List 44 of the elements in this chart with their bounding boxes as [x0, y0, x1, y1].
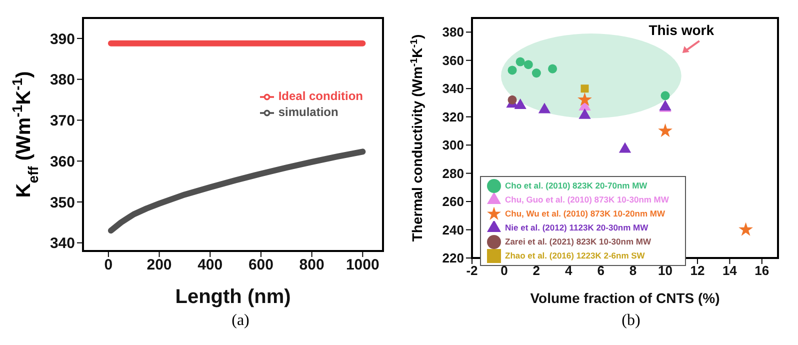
legend-label: Ideal condition: [278, 89, 363, 103]
y-tick-label: 340: [442, 81, 464, 96]
y-tick-label: 360: [442, 52, 464, 68]
x-tick-label: 0: [500, 263, 508, 278]
y-tick-label: 390: [50, 30, 75, 48]
legend-label: simulation: [278, 105, 338, 119]
y-tick-label: 380: [50, 72, 75, 89]
y-tick-label: 240: [442, 222, 464, 238]
y-tick-label: 300: [442, 138, 464, 153]
x-tick-label: 400: [198, 256, 223, 274]
y-tick-label: 360: [50, 153, 75, 170]
y-tick-label: 220: [442, 250, 464, 266]
legend-label: Zarei et al. (2021) 823K 10-30nm MW: [505, 236, 651, 246]
x-tick-label: 14: [722, 263, 738, 278]
x-tick-label: 10: [658, 263, 672, 278]
text: (a): [230, 312, 250, 330]
x-tick-label: 16: [754, 263, 770, 278]
y-tick-label: 320: [442, 109, 464, 124]
legend-label: Zhao et al. (2016) 1223K 2-6nm SW: [505, 250, 645, 260]
y-tick-label: 260: [442, 194, 464, 210]
y-tick-label: 370: [50, 112, 75, 130]
x-tick-label: 200: [146, 256, 172, 274]
x-tick-label: 2: [532, 263, 540, 278]
x-tick-label: 1000: [346, 256, 380, 274]
text: (b): [620, 312, 642, 330]
legend-label: Chu, Guo et al. (2010) 873K 10-30nm MW: [505, 194, 669, 204]
legend-label: Nie et al. (2012) 1123K 20-30nm MW: [505, 222, 648, 232]
x-tick-label: 8: [629, 263, 637, 278]
legend-label: Chu, Wu et al. (2010) 873K 10-20nm MW: [505, 208, 665, 218]
y-tick-label: 280: [442, 166, 464, 181]
x-tick-label: 800: [299, 256, 324, 274]
y-tick-label: 340: [50, 235, 75, 252]
legend-label: Cho et al. (2010) 823K 20-70nm MW: [505, 180, 648, 190]
y-tick-label: 380: [442, 24, 464, 40]
annotation: This work: [648, 22, 714, 38]
x-tick-label: 0: [104, 256, 113, 274]
x-axis-title: Volume fraction of CNTS (%): [530, 290, 720, 306]
x-tick-label: 600: [248, 256, 274, 274]
x-tick-label: 6: [597, 263, 604, 278]
y-tick-label: 350: [50, 194, 75, 212]
x-tick-label: -2: [466, 263, 478, 278]
x-tick-label: 4: [565, 263, 574, 278]
x-axis-title: Length (nm): [175, 286, 291, 308]
x-tick-label: 12: [690, 263, 705, 278]
